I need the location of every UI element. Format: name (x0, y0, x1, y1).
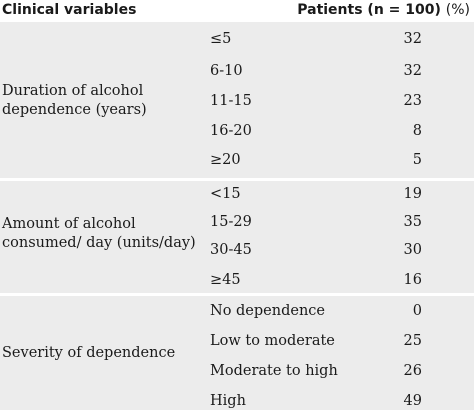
row-value: 0 (412, 303, 422, 319)
row-category: <15 (210, 186, 241, 202)
row-divider (0, 178, 474, 181)
row-category: 16-20 (210, 123, 252, 139)
row-value: 35 (403, 214, 422, 230)
row-value: 30 (403, 242, 422, 258)
row-value: 5 (412, 152, 422, 168)
row-value: 25 (403, 333, 422, 349)
row-category: ≥45 (210, 272, 241, 288)
header-clinical-variables: Clinical variables (2, 2, 137, 18)
row-value: 23 (403, 93, 422, 109)
row-value: 49 (403, 393, 422, 409)
group-label-duration: Duration of alcohol dependence (years) (2, 83, 147, 118)
row-category: 11-15 (210, 93, 252, 109)
group-duration: Duration of alcohol dependence (years) ≤… (0, 22, 474, 178)
row-category: ≤5 (210, 31, 232, 47)
row-category: No dependence (210, 303, 325, 319)
header-patients-label: Patients (n = 100) (297, 2, 441, 18)
row-category: Moderate to high (210, 363, 338, 379)
row-category: 30-45 (210, 242, 252, 258)
row-category: 15-29 (210, 214, 252, 230)
group-label-amount: Amount of alcohol consumed/ day (units/d… (2, 216, 196, 251)
group-label-severity: Severity of dependence (2, 345, 176, 361)
group-amount: Amount of alcohol consumed/ day (units/d… (0, 181, 474, 293)
row-divider (0, 293, 474, 296)
row-category: High (210, 393, 246, 409)
row-category: ≥20 (210, 152, 241, 168)
row-category: Low to moderate (210, 333, 335, 349)
group-severity: Severity of dependence No dependence 0 L… (0, 296, 474, 410)
row-value: 19 (403, 186, 422, 202)
row-value: 16 (403, 272, 422, 288)
row-value: 32 (403, 63, 422, 79)
header-percent-label: (%) (445, 2, 470, 18)
table-header: Clinical variables Patients (n = 100) (%… (0, 0, 474, 23)
header-patients: Patients (n = 100) (%) (297, 0, 470, 20)
row-category: 6-10 (210, 63, 243, 79)
row-value: 26 (403, 363, 422, 379)
row-value: 32 (403, 31, 422, 47)
row-value: 8 (412, 123, 422, 139)
